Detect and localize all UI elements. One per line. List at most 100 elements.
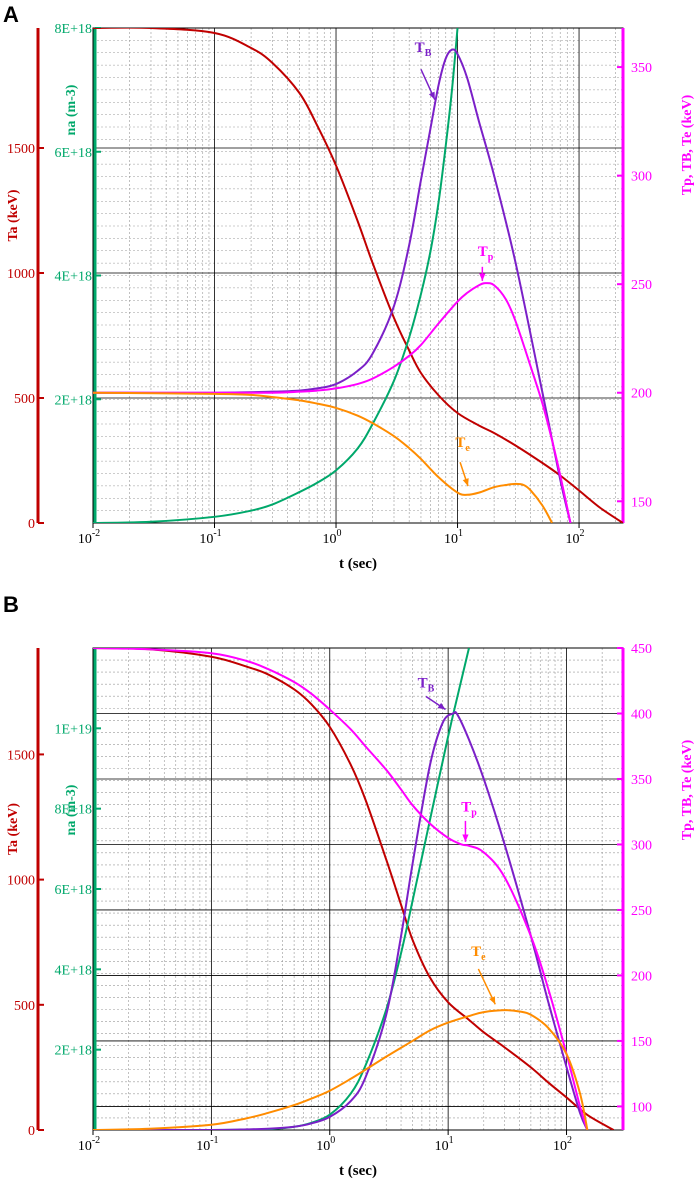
x-tick-label: 100 [316,1135,335,1154]
na-axis-label: na (m-3) [64,784,79,835]
series-line-tb [93,48,572,523]
x-tick-label: 102 [566,528,585,547]
right-tick-label: 350 [631,61,652,76]
na-tick-label: 6E+18 [55,146,92,161]
series-line-te [93,391,553,523]
x-tick-label: 102 [553,1135,572,1154]
right-tick-label: 150 [631,495,652,510]
x-tick-base: 10 [199,532,213,547]
x-tick-exponent: 1 [449,1135,454,1146]
series-line-tp [93,648,589,1130]
annotation-p-label: Tp [478,244,494,263]
series-line-tb [93,711,589,1130]
ta-tick-label: 1000 [7,267,35,282]
x-tick-base: 10 [444,532,458,547]
series-line-ta [93,648,615,1130]
x-tick-base: 10 [553,1139,567,1154]
x-tick-base: 10 [435,1139,449,1154]
right-tick-label: 150 [631,1035,652,1050]
x-tick-exponent: 2 [580,528,585,539]
annotation-base: T [455,435,465,451]
na-tick-label: 2E+18 [55,393,92,408]
right-tick-label: 100 [631,1100,652,1115]
na-axis-label: na (m-3) [64,84,79,135]
x-tick-exponent: 2 [567,1135,572,1146]
series-line-ta [93,28,623,523]
x-tick-exponent: -2 [92,1135,100,1146]
x-tick-base: 10 [78,532,92,547]
x-tick-label: 10-1 [196,1135,218,1154]
annotation-subscript: p [488,252,494,263]
right-axis-label: Tp, TB, Te (keV) [680,739,695,840]
series-line-na [93,28,459,523]
annotation-base: T [418,675,428,691]
x-tick-label: 10-2 [78,1135,100,1154]
annotation-p-arrowhead [462,834,469,842]
annotation-base: T [471,944,481,960]
ta-tick-label: 500 [14,999,35,1014]
x-axis-label: t (sec) [339,1163,377,1179]
right-tick-label: 400 [631,707,652,722]
annotation-subscript: p [471,808,477,819]
right-tick-label: 200 [631,387,652,402]
x-tick-base: 10 [316,1139,330,1154]
annotation-p-label: Tp [461,800,477,819]
annotation-base: T [415,40,425,56]
ta-axis-label: Ta (keV) [6,189,21,241]
grid-lines [92,28,623,523]
na-tick-label: 1E+19 [55,722,92,737]
na-tick-label: 4E+18 [55,963,92,978]
right-tick-label: 350 [631,773,652,788]
x-tick-label: 10-2 [78,528,100,547]
right-axis-label: Tp, TB, Te (keV) [680,94,695,195]
right-tick-label: 200 [631,969,652,984]
annotation-e-arrowhead [489,996,496,1005]
annotation-b-label: TB [418,675,435,694]
annotation-e-arrowhead [462,478,469,487]
ta-tick-label: 1000 [7,874,35,889]
right-tick-label: 450 [631,642,652,657]
annotation-subscript: e [465,443,470,454]
ta-tick-label: 500 [14,392,35,407]
annotation-b-label: TB [415,40,432,59]
na-tick-label: 8E+18 [55,22,92,37]
annotation-subscript: e [481,952,486,963]
x-tick-base: 10 [323,532,337,547]
x-tick-base: 10 [196,1139,210,1154]
annotation-e-label: Te [471,944,486,963]
x-tick-label: 101 [444,528,463,547]
ta-tick-label: 1500 [7,748,35,763]
ta-tick-label: 0 [28,517,35,532]
annotation-p-arrowhead [479,273,486,281]
na-tick-label: 6E+18 [55,883,92,898]
annotation-subscript: B [425,48,432,59]
x-tick-exponent: 0 [330,1135,335,1146]
annotation-subscript: B [428,683,435,694]
series-group [93,28,623,523]
na-tick-label: 2E+18 [55,1044,92,1059]
x-tick-label: 101 [435,1135,454,1154]
panel-b-label: B [3,592,19,617]
x-tick-base: 10 [566,532,580,547]
na-tick-label: 8E+18 [55,803,92,818]
right-tick-label: 300 [631,838,652,853]
x-tick-exponent: -1 [210,1135,218,1146]
annotation-e-label: Te [455,435,470,454]
annotation-b-arrowhead [428,91,435,100]
x-tick-exponent: -2 [92,528,100,539]
series-group [93,648,615,1130]
x-tick-label: 100 [323,528,342,547]
panel-a-label: A [3,2,19,27]
x-tick-base: 10 [78,1139,92,1154]
na-tick-label: 4E+18 [55,270,92,285]
x-tick-exponent: -1 [213,528,221,539]
right-tick-label: 250 [631,904,652,919]
annotation-base: T [461,800,471,816]
x-tick-exponent: 1 [458,528,463,539]
x-tick-exponent: 0 [337,528,342,539]
x-axis-label: t (sec) [339,556,377,572]
